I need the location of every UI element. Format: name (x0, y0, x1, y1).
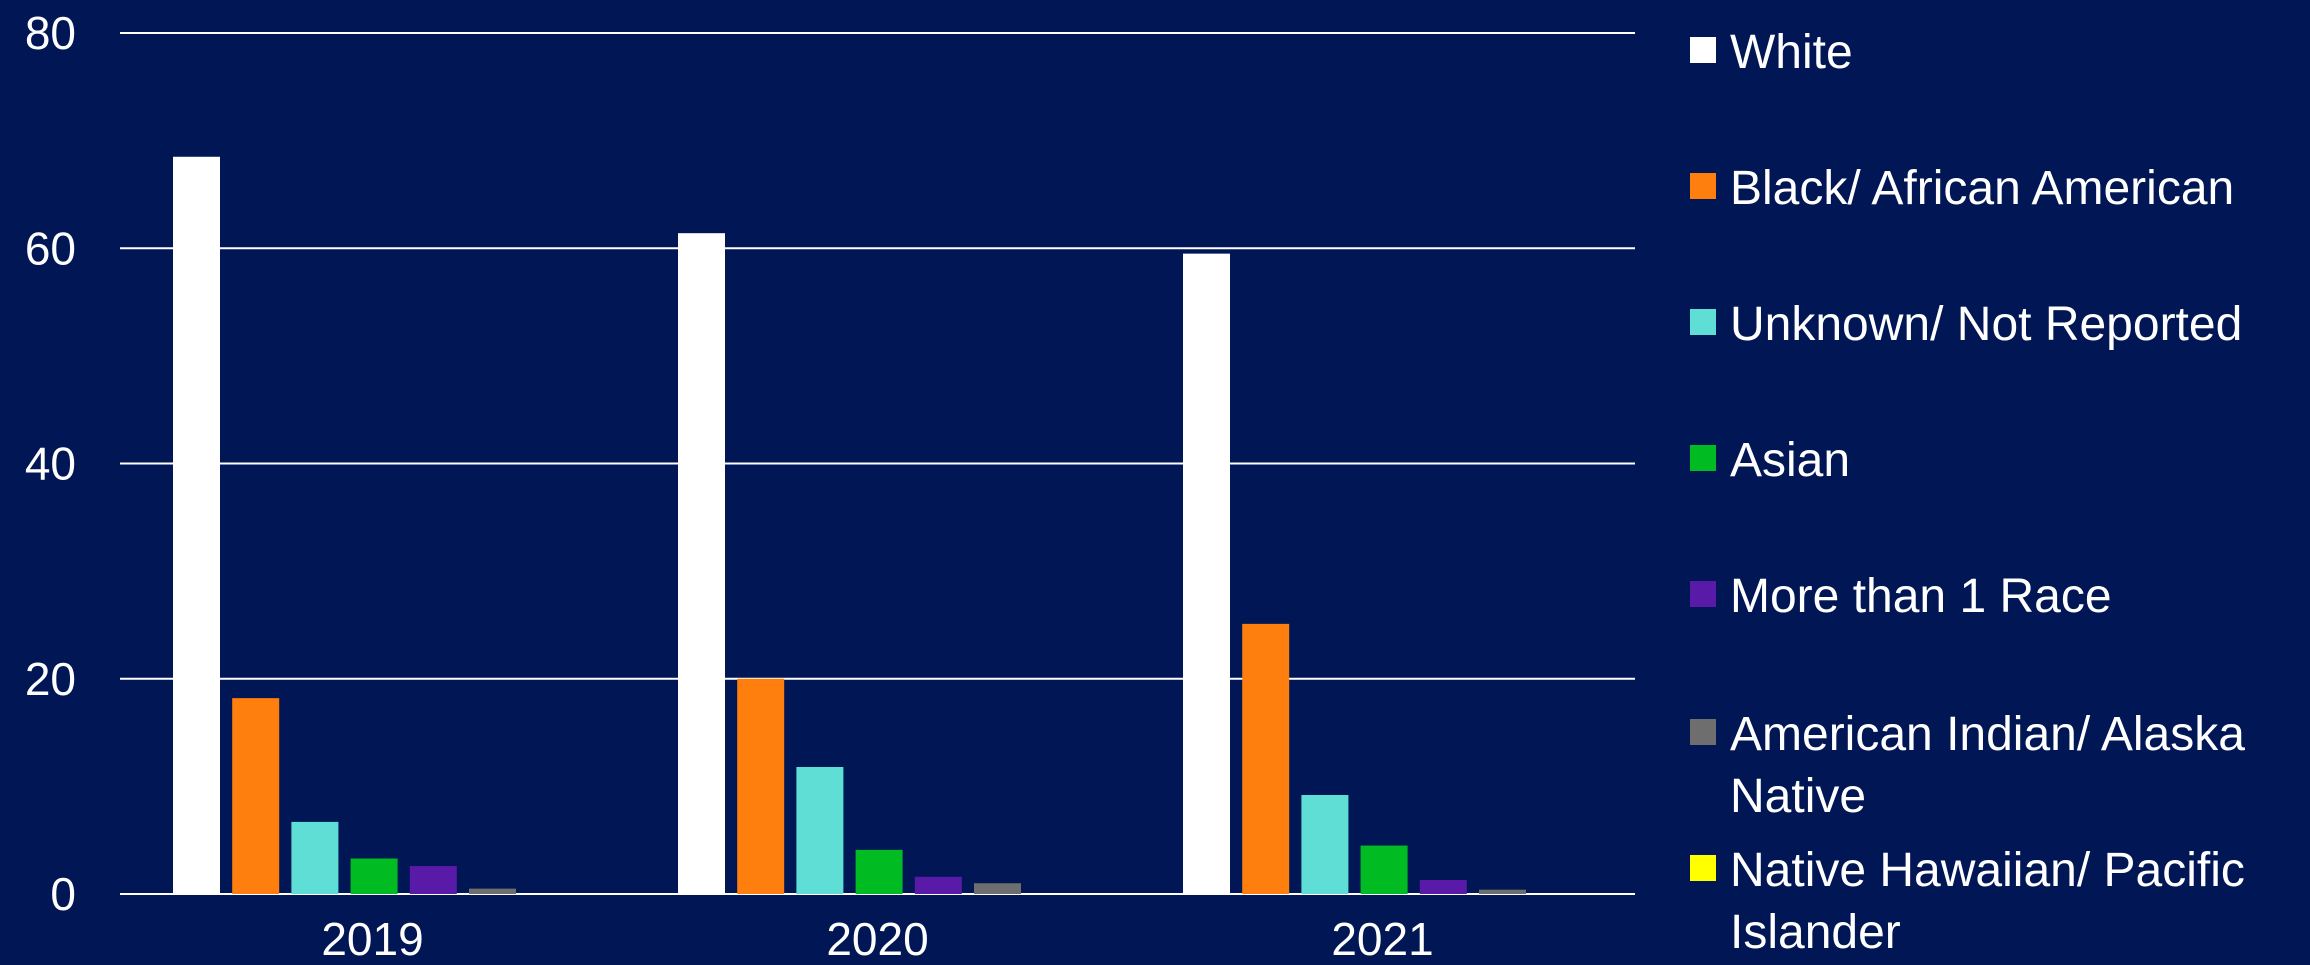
bar-2021-american-indian-alaska-native (1479, 889, 1526, 894)
bar-chart: 0 20 40 60 80 2019 2020 2021 (25, 7, 1635, 965)
bar-2019-more-than-1-race (409, 866, 457, 894)
legend-swatch-asian (1690, 445, 1716, 471)
legend-swatch-native-hawaiian-pacific-islander (1690, 855, 1716, 881)
x-category-label-2019: 2019 (321, 913, 423, 965)
legend-item-more-than-1-race: More than 1 Race (1690, 566, 2112, 628)
bar-2020-unknown-not-reported (796, 767, 844, 894)
legend-item-asian: Asian (1690, 430, 1850, 492)
bar-2021-unknown-not-reported (1301, 794, 1349, 894)
y-axis-tick-labels: 0 20 40 60 80 (25, 7, 76, 920)
gridlines (120, 32, 1635, 895)
legend-swatch-white (1690, 37, 1716, 63)
legend-item-unknown-not-reported: Unknown/ Not Reported (1690, 294, 2242, 356)
bar-2020-white (678, 233, 725, 894)
legend-label-more-than-1-race: More than 1 Race (1730, 570, 2112, 623)
legend-label-black-african-american: Black/ African American (1730, 162, 2235, 215)
bar-2021-asian (1360, 845, 1408, 894)
legend-swatch-american-indian-alaska-native (1690, 719, 1716, 745)
bar-2020-american-indian-alaska-native (974, 883, 1021, 894)
y-tick-label-80: 80 (25, 7, 76, 59)
bar-2020-asian (855, 849, 903, 894)
legend-label-american-indian-alaska-native: American Indian/ Alaska Native (1730, 708, 2245, 823)
bar-2020-black-african-american (737, 678, 785, 894)
bar-2019-asian (350, 858, 398, 894)
legend-label-native-hawaiian-pacific-islander: Native Hawaiian/ Pacific Islander (1730, 844, 2245, 959)
legend-swatch-black-african-american (1690, 173, 1716, 199)
legend-label-white: White (1730, 26, 1853, 79)
bars (173, 156, 1526, 895)
legend-label-unknown-not-reported: Unknown/ Not Reported (1730, 298, 2243, 351)
legend-label-asian: Asian (1730, 434, 1851, 487)
legend-item-american-indian-alaska-native: American Indian/ Alaska Native (1690, 704, 2310, 828)
legend-item-native-hawaiian-pacific-islander: Native Hawaiian/ Pacific Islander (1690, 840, 2310, 964)
bar-2019-white (173, 156, 220, 895)
bar-2021-more-than-1-race (1419, 880, 1467, 894)
bar-2021-black-african-american (1242, 623, 1290, 894)
bar-2019-american-indian-alaska-native (469, 888, 516, 894)
y-tick-label-40: 40 (25, 438, 76, 490)
bar-2020-more-than-1-race (914, 876, 962, 894)
legend-item-white: White (1690, 22, 1853, 84)
y-tick-label-0: 0 (50, 868, 76, 920)
bar-2019-unknown-not-reported (291, 821, 339, 894)
x-category-label-2020: 2020 (826, 913, 928, 965)
bar-2021-white (1183, 253, 1230, 895)
y-tick-label-20: 20 (25, 653, 76, 705)
legend-item-black-african-american: Black/ African American (1690, 158, 2234, 220)
x-category-label-2021: 2021 (1331, 913, 1433, 965)
x-axis-category-labels: 2019 2020 2021 (321, 913, 1433, 965)
bar-2019-black-african-american (232, 698, 280, 894)
y-tick-label-60: 60 (25, 222, 76, 274)
legend-swatch-unknown-not-reported (1690, 309, 1716, 335)
legend-swatch-more-than-1-race (1690, 581, 1716, 607)
